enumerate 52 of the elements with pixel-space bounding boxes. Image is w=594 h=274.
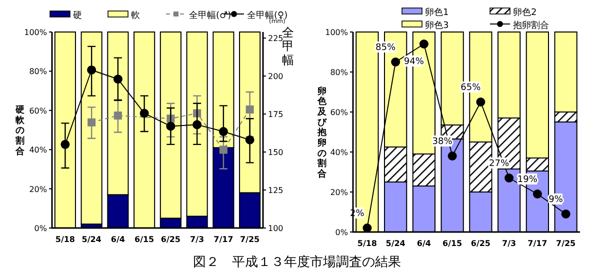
x-tick-label: 6/25 — [160, 235, 181, 244]
x-tick-label: 7/3 — [502, 239, 516, 248]
caption: 図２ 平成１３年度市場調査の結果 — [193, 254, 401, 270]
x-tick-label: 5/18 — [357, 239, 378, 248]
data-label: 85% — [376, 43, 396, 53]
legend-label: 抱卵割合 — [513, 20, 549, 31]
x-tick-label: 6/15 — [442, 239, 463, 248]
y-tick-label: 60% — [29, 106, 48, 116]
y-tick-label: 0% — [34, 224, 48, 233]
y-tick-label: 80% — [330, 68, 348, 77]
legend-label: 卵色1 — [425, 7, 449, 18]
data-label: 9% — [548, 195, 564, 205]
x-tick-label: 6/25 — [470, 239, 491, 248]
x-tick-label: 6/4 — [416, 239, 432, 248]
legend-label: 卵色2 — [513, 7, 537, 18]
y-tick-label: 0% — [335, 228, 348, 237]
legend-label: 卵色3 — [425, 20, 449, 31]
y2-tick-label: 125 — [268, 186, 284, 196]
y2-tick-label: 100 — [268, 224, 284, 233]
y-tick-label: 20% — [29, 184, 48, 194]
y-tick-label: 100% — [24, 28, 48, 37]
y-tick-label: 20% — [330, 188, 348, 197]
y2-tick-label: 225 — [268, 34, 284, 44]
data-label: 94% — [404, 57, 424, 67]
y2-axis-title: 全甲幅 — [282, 25, 294, 67]
x-tick-label: 6/15 — [134, 235, 155, 244]
y-axis-title: 硬軟の割合 — [14, 104, 26, 157]
legend-label: 硬 — [73, 10, 82, 21]
data-label: 27% — [489, 159, 510, 169]
data-label: 65% — [460, 83, 482, 93]
y-tick-label: 40% — [29, 146, 48, 155]
x-tick-label: 7/25 — [240, 235, 260, 244]
x-tick-label: 7/3 — [190, 235, 204, 244]
legend-label: 軟 — [131, 10, 140, 21]
y2-tick-label: 150 — [268, 148, 284, 158]
x-tick-label: 7/25 — [556, 239, 576, 248]
y-tick-label: 60% — [330, 108, 348, 117]
x-tick-label: 5/24 — [386, 239, 406, 248]
y-tick-label: 100% — [325, 28, 348, 37]
y-tick-label: 80% — [29, 67, 48, 76]
x-tick-label: 5/18 — [55, 235, 76, 244]
y2-tick-label: 175 — [268, 110, 284, 120]
data-label: 19% — [517, 175, 538, 185]
y-tick-label: 40% — [330, 148, 348, 157]
legend-label: 全甲幅(♀) — [247, 10, 288, 21]
x-tick-label: 6/4 — [110, 235, 126, 244]
x-tick-label: 5/24 — [82, 235, 102, 244]
text: 卵色及び抱卵の割合 — [318, 86, 326, 180]
x-tick-label: 7/17 — [214, 235, 234, 244]
x-tick-label: 7/17 — [528, 239, 548, 248]
y2-tick-label: 200 — [268, 72, 284, 82]
data-label: 38% — [432, 137, 453, 147]
